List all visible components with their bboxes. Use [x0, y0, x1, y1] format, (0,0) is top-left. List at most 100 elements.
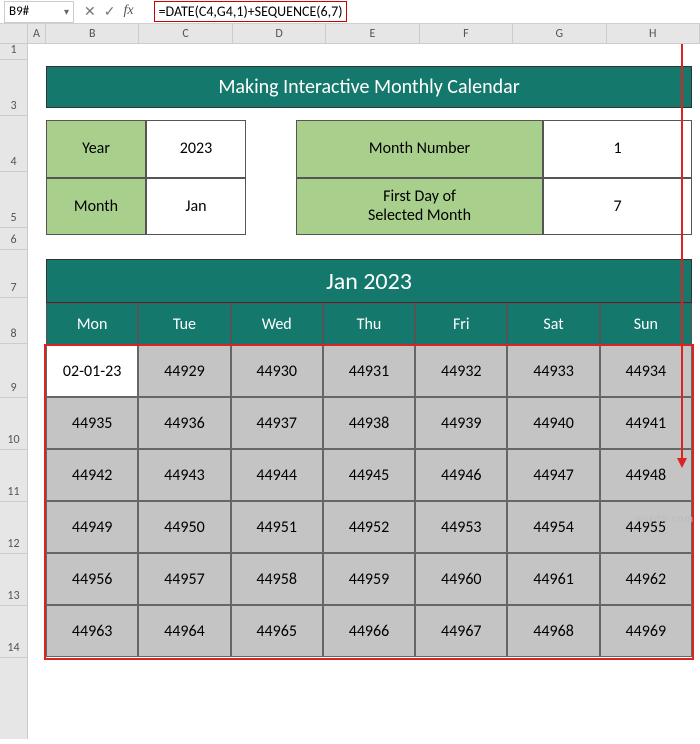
- page-title-text: Making Interactive Monthly Calendar: [218, 75, 519, 99]
- calendar-cell[interactable]: 44969: [600, 605, 692, 657]
- calendar-cell[interactable]: 44938: [323, 397, 415, 449]
- dow-fri: Fri: [415, 303, 507, 345]
- dow-tue: Tue: [138, 303, 230, 345]
- calendar-cell[interactable]: 44944: [231, 449, 323, 501]
- col-header-E[interactable]: E: [326, 24, 419, 43]
- formula-bar: B9# ▾ ✕ ✓ fx =DATE(C4,G4,1)+SEQUENCE(6,7…: [0, 0, 700, 24]
- calendar-cell[interactable]: 44932: [415, 345, 507, 397]
- year-value[interactable]: 2023: [146, 120, 246, 178]
- calendar-cell[interactable]: 44960: [415, 553, 507, 605]
- calendar-cell[interactable]: 44952: [323, 501, 415, 553]
- calendar-cell[interactable]: 44949: [46, 501, 138, 553]
- calendar-cell[interactable]: 44954: [507, 501, 599, 553]
- calendar-row: 44949449504495144952449534495444955: [46, 501, 692, 553]
- calendar-cell[interactable]: 44959: [323, 553, 415, 605]
- calendar-row: 44942449434494444945449464494744948: [46, 449, 692, 501]
- calendar-body: 02-01-2344929449304493144932449334493444…: [46, 345, 692, 657]
- calendar-cell[interactable]: 44957: [138, 553, 230, 605]
- cancel-icon[interactable]: ✕: [84, 3, 96, 20]
- name-box[interactable]: B9# ▾: [4, 1, 74, 23]
- row-header-4[interactable]: 4: [0, 116, 27, 172]
- col-header-B[interactable]: B: [46, 24, 139, 43]
- sheet-area[interactable]: Making Interactive Monthly Calendar Year…: [28, 44, 700, 739]
- first-day-label: First Day of Selected Month: [296, 178, 543, 236]
- calendar-cell[interactable]: 44943: [138, 449, 230, 501]
- column-headers: A B C D E F G H: [0, 24, 700, 44]
- calendar-cell[interactable]: 44963: [46, 605, 138, 657]
- first-day-value[interactable]: 7: [543, 178, 692, 236]
- month-number-value[interactable]: 1: [543, 120, 692, 178]
- month-value[interactable]: Jan: [146, 178, 246, 236]
- calendar-cell[interactable]: 44951: [231, 501, 323, 553]
- calendar-cell[interactable]: 44958: [231, 553, 323, 605]
- page-title: Making Interactive Monthly Calendar: [46, 66, 692, 108]
- col-header-D[interactable]: D: [233, 24, 326, 43]
- calendar-cell[interactable]: 44937: [231, 397, 323, 449]
- calendar-cell[interactable]: 44934: [600, 345, 692, 397]
- dow-mon: Mon: [46, 303, 138, 345]
- calendar-cell[interactable]: 44968: [507, 605, 599, 657]
- row-header-11[interactable]: 11: [0, 450, 27, 502]
- calendar-cell[interactable]: 44955: [600, 501, 692, 553]
- calendar-cell[interactable]: 44942: [46, 449, 138, 501]
- year-label: Year: [46, 120, 146, 178]
- row-header-9[interactable]: 9: [0, 344, 27, 398]
- col-header-H[interactable]: H: [607, 24, 700, 43]
- calendar-cell[interactable]: 02-01-23: [46, 345, 138, 397]
- calendar-row: 02-01-23449294493044931449324493344934: [46, 345, 692, 397]
- calendar-cell[interactable]: 44948: [600, 449, 692, 501]
- formula-bar-icons: ✕ ✓ fx: [74, 3, 150, 20]
- formula-input[interactable]: =DATE(C4,G4,1)+SEQUENCE(6,7): [150, 1, 700, 22]
- watermark: wsxdn.com: [635, 512, 694, 525]
- row-header-12[interactable]: 12: [0, 502, 27, 554]
- calendar-cell[interactable]: 44936: [138, 397, 230, 449]
- row-header-13[interactable]: 13: [0, 554, 27, 606]
- row-header-1[interactable]: 1: [0, 44, 27, 60]
- fx-icon[interactable]: fx: [123, 3, 133, 20]
- calendar-cell[interactable]: 44946: [415, 449, 507, 501]
- calendar-cell[interactable]: 44950: [138, 501, 230, 553]
- calendar-cell[interactable]: 44939: [415, 397, 507, 449]
- month-number-label: Month Number: [296, 120, 543, 178]
- row-header-6[interactable]: 6: [0, 228, 27, 250]
- month-label: Month: [46, 178, 146, 236]
- calendar-cell[interactable]: 44965: [231, 605, 323, 657]
- col-header-A[interactable]: A: [28, 24, 46, 43]
- calendar-cell[interactable]: 44956: [46, 553, 138, 605]
- row-header-3[interactable]: 3: [0, 60, 27, 116]
- calendar-cell[interactable]: 44967: [415, 605, 507, 657]
- calendar-row: 44935449364493744938449394494044941: [46, 397, 692, 449]
- col-header-G[interactable]: G: [513, 24, 606, 43]
- calendar-cell[interactable]: 44945: [323, 449, 415, 501]
- col-header-C[interactable]: C: [139, 24, 232, 43]
- row-header-10[interactable]: 10: [0, 398, 27, 450]
- calendar-cell[interactable]: 44935: [46, 397, 138, 449]
- select-all-corner[interactable]: [0, 24, 28, 43]
- dow-thu: Thu: [323, 303, 415, 345]
- calendar-cell[interactable]: 44940: [507, 397, 599, 449]
- calendar-cell[interactable]: 44933: [507, 345, 599, 397]
- calendar-cell[interactable]: 44961: [507, 553, 599, 605]
- calendar-cell[interactable]: 44929: [138, 345, 230, 397]
- calendar-cell[interactable]: 44930: [231, 345, 323, 397]
- calendar-cell[interactable]: 44947: [507, 449, 599, 501]
- check-icon[interactable]: ✓: [104, 3, 116, 20]
- row-header-5[interactable]: 5: [0, 172, 27, 228]
- row-headers: 1 3 4 5 6 7 8 9 10 11 12 13 14: [0, 44, 28, 739]
- name-box-dropdown-icon[interactable]: ▾: [64, 5, 69, 18]
- row-header-14[interactable]: 14: [0, 606, 27, 658]
- col-header-F[interactable]: F: [420, 24, 513, 43]
- name-box-value: B9#: [9, 4, 29, 19]
- calendar-cell[interactable]: 44941: [600, 397, 692, 449]
- dow-sun: Sun: [600, 303, 692, 345]
- calendar-cell[interactable]: 44964: [138, 605, 230, 657]
- calendar-cell[interactable]: 44962: [600, 553, 692, 605]
- calendar-row: 44963449644496544966449674496844969: [46, 605, 692, 657]
- calendar-cell[interactable]: 44931: [323, 345, 415, 397]
- calendar-title: Jan 2023: [46, 259, 692, 303]
- calendar-cell[interactable]: 44953: [415, 501, 507, 553]
- row-header-8[interactable]: 8: [0, 298, 27, 344]
- dow-wed: Wed: [231, 303, 323, 345]
- row-header-7[interactable]: 7: [0, 250, 27, 298]
- calendar-cell[interactable]: 44966: [323, 605, 415, 657]
